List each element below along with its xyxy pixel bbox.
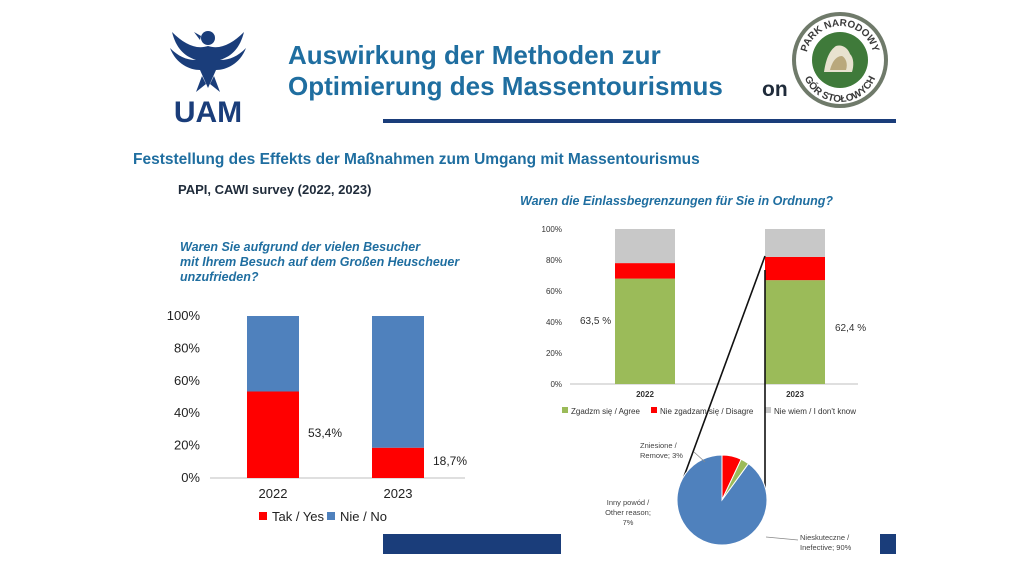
y-tick-label: 100%: [167, 308, 201, 323]
header-rule: [383, 119, 896, 123]
page-title: Auswirkung der Methoden zur Optimierung …: [288, 40, 723, 102]
y-tick-label: 0%: [550, 380, 562, 389]
left-question-line: mit Ihrem Besuch auf dem Großen Heuscheu…: [180, 255, 460, 269]
pie-label-other: 7%: [623, 518, 634, 527]
y-tick-label: 100%: [542, 225, 562, 234]
bar-segment-tak-yes-2023: [372, 447, 424, 478]
title-line-1: Auswirkung der Methoden zur: [288, 40, 661, 70]
x-tick-label: 2022: [259, 486, 288, 501]
bar-segment-2-2022: [615, 229, 675, 264]
x-tick-label: 2023: [786, 390, 804, 399]
legend-label: Nie wiem / I don't know: [774, 407, 856, 416]
legend-swatch: [651, 407, 657, 413]
data-label: 63,5 %: [580, 316, 611, 327]
y-tick-label: 0%: [181, 470, 200, 485]
bar-segment-0-2022: [615, 278, 675, 384]
bar-segment-1-2022: [615, 263, 675, 279]
section-subtitle: Feststellung des Effekts der Maßnahmen z…: [133, 151, 700, 168]
legend-swatch: [765, 407, 771, 413]
y-tick-label: 60%: [546, 287, 562, 296]
bar-segment-2-2023: [765, 229, 825, 257]
bar-segment-1-2023: [765, 256, 825, 281]
title-line-2: Optimierung des Massentourismus: [288, 71, 723, 101]
y-tick-label: 40%: [174, 405, 200, 420]
data-label: 53,4%: [308, 426, 342, 440]
park-logo: PARK NARODOWY GÓR STOŁOWYCH: [792, 12, 888, 108]
legend-swatch-no: [327, 512, 335, 520]
y-tick-label: 20%: [174, 438, 200, 453]
pie-label-inefective: Nieskuteczne /: [800, 533, 850, 542]
legend-label-yes: Tak / Yes: [272, 509, 325, 524]
uam-logo-text: UAM: [174, 96, 242, 128]
bar-segment-nie-no-2022: [247, 316, 299, 392]
legend-label-no: Nie / No: [340, 509, 387, 524]
pie-label-other: Inny powód /: [607, 498, 650, 507]
data-label: 18,7%: [433, 454, 467, 468]
pie-label-remove: Remove; 3%: [640, 451, 683, 460]
pie-label-inefective: Inefective; 90%: [800, 543, 852, 552]
right-chart-question: Waren die Einlassbegrenzungen für Sie in…: [520, 194, 834, 208]
uam-logo: UAM: [170, 31, 246, 128]
left-question-line: Waren Sie aufgrund der vielen Besucher: [180, 240, 421, 254]
pie-slice-2: [721, 458, 750, 501]
left-chart-question: Waren Sie aufgrund der vielen Besucher m…: [180, 240, 459, 285]
legend-swatch: [562, 407, 568, 413]
y-tick-label: 40%: [546, 318, 562, 327]
left-question-line: unzufrieden?: [180, 270, 259, 284]
data-label: 62,4 %: [835, 323, 866, 334]
pie-label-other: Other reason;: [605, 508, 651, 517]
y-tick-label: 80%: [546, 256, 562, 265]
title-tail: on: [762, 78, 788, 101]
bar-segment-nie-no-2023: [372, 316, 424, 448]
footer-bar-left: [383, 534, 561, 554]
y-tick-label: 20%: [546, 349, 562, 358]
y-tick-label: 80%: [174, 340, 200, 355]
y-tick-label: 60%: [174, 373, 200, 388]
pie-leader-line: [693, 451, 706, 463]
pie-label-remove: Zniesione /: [640, 441, 678, 450]
footer-bar-right: [880, 534, 896, 554]
x-tick-label: 2022: [636, 390, 654, 399]
pie-leader-line: [765, 536, 799, 541]
legend-label: Nie zgadzam się / Disagre: [660, 407, 754, 416]
legend-swatch-yes: [259, 512, 267, 520]
x-tick-label: 2023: [384, 486, 413, 501]
survey-label: PAPI, CAWI survey (2022, 2023): [178, 182, 372, 197]
bar-segment-tak-yes-2022: [247, 391, 299, 478]
legend-label: Zgadzm się / Agree: [571, 407, 640, 416]
connector-line: [678, 255, 766, 491]
bar-segment-0-2023: [765, 280, 825, 384]
